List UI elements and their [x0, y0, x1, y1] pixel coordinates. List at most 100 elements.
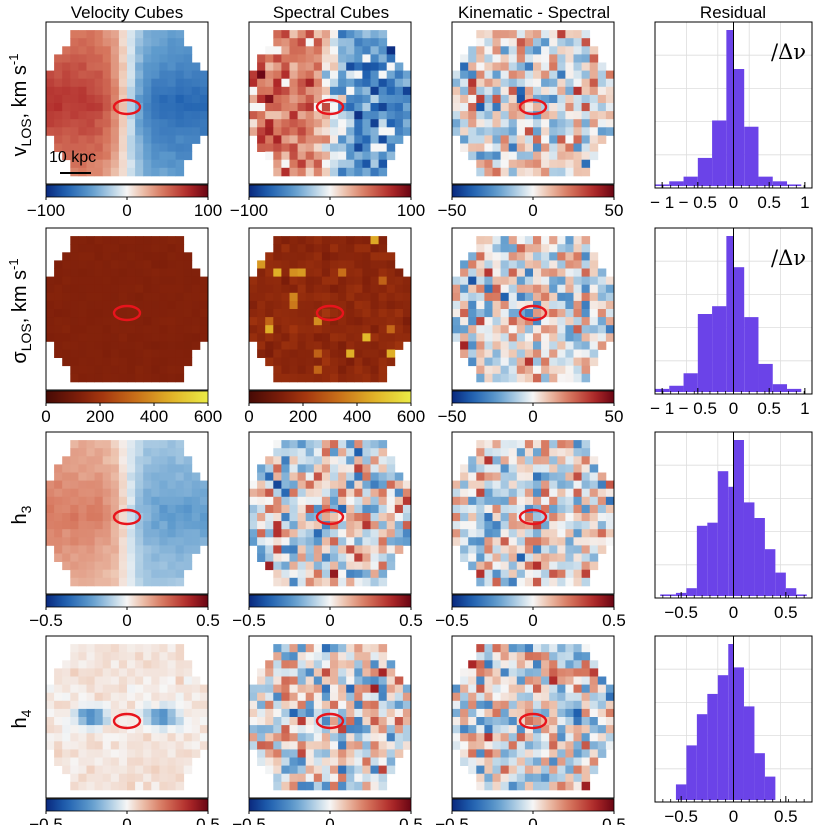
map-pixel — [191, 119, 201, 128]
map-pixel — [167, 545, 176, 554]
map-pixel — [143, 448, 152, 457]
map-pixel — [346, 569, 355, 579]
map-pixel — [468, 309, 477, 318]
map-pixel — [265, 765, 274, 775]
map-pixel — [533, 365, 542, 375]
map-pixel — [484, 268, 493, 277]
map-pixel — [313, 644, 323, 653]
map-pixel — [94, 717, 104, 726]
map-pixel — [549, 300, 558, 310]
map-pixel — [54, 692, 63, 702]
map-pixel — [199, 70, 209, 80]
map-pixel — [557, 252, 566, 261]
map-pixel — [573, 676, 582, 685]
map-pixel — [508, 151, 518, 161]
map-pixel — [151, 103, 160, 112]
map-pixel — [86, 488, 95, 498]
map-pixel — [143, 456, 152, 465]
map-pixel — [175, 341, 185, 350]
map-pixel — [605, 733, 615, 742]
map-pixel — [581, 660, 591, 669]
map-pixel — [541, 456, 550, 465]
map-pixel — [378, 127, 388, 136]
map-pixel — [70, 781, 79, 791]
map-pixel — [330, 569, 339, 579]
map-pixel — [78, 456, 87, 465]
map-pixel — [549, 700, 558, 710]
map-pixel — [70, 741, 79, 750]
map-pixel — [135, 317, 144, 326]
map-pixel — [362, 644, 371, 653]
map-pixel — [573, 236, 582, 245]
map-pixel — [289, 54, 298, 63]
map-pixel — [573, 513, 582, 522]
map-pixel — [476, 292, 485, 302]
map-pixel — [452, 504, 461, 514]
map-pixel — [476, 733, 485, 742]
map-pixel — [191, 300, 201, 310]
map-pixel — [370, 668, 379, 677]
map-pixel — [143, 333, 152, 342]
map-pixel — [500, 668, 510, 677]
map-pixel — [492, 708, 501, 718]
map-pixel — [62, 488, 71, 498]
map-pixel — [257, 700, 266, 710]
map-pixel — [183, 341, 193, 350]
map-pixel — [265, 717, 274, 726]
map-pixel — [524, 135, 534, 144]
map-pixel — [508, 78, 518, 88]
map-pixel — [199, 529, 209, 538]
map-pixel — [484, 676, 493, 685]
histogram-tick-label: 1 — [800, 193, 809, 212]
map-pixel — [524, 717, 534, 726]
map-pixel — [573, 537, 582, 546]
colorbar-tick-label: 50 — [605, 407, 624, 426]
map-pixel — [378, 94, 388, 104]
map-pixel — [476, 553, 485, 562]
map-pixel — [118, 749, 128, 758]
map-pixel — [476, 773, 485, 783]
map-pixel — [305, 496, 315, 506]
map-pixel — [508, 464, 518, 473]
map-pixel — [346, 373, 355, 383]
map-pixel — [346, 733, 355, 742]
map-pixel — [386, 309, 396, 318]
map-pixel — [78, 260, 87, 269]
map-pixel — [354, 773, 363, 783]
map-pixel — [541, 725, 550, 734]
map-pixel — [533, 741, 542, 750]
map-pixel — [273, 135, 282, 144]
map-pixel — [402, 513, 412, 522]
map-pixel — [321, 725, 331, 734]
map-pixel — [394, 472, 404, 481]
map-pixel — [370, 119, 379, 128]
map-pixel — [102, 292, 112, 302]
map-pixel — [281, 103, 290, 112]
map-pixel — [533, 30, 542, 39]
map-pixel — [549, 448, 558, 457]
map-pixel — [191, 741, 201, 750]
map-pixel — [468, 276, 477, 286]
map-pixel — [102, 733, 112, 742]
map-pixel — [305, 349, 315, 358]
map-pixel — [581, 260, 591, 269]
map-pixel — [183, 733, 193, 742]
map-pixel — [78, 440, 87, 449]
map-pixel — [62, 708, 71, 718]
map-pixel — [127, 333, 136, 342]
map-pixel — [273, 373, 282, 383]
map-pixel — [524, 488, 534, 498]
map-pixel — [476, 757, 485, 766]
map-pixel — [508, 480, 518, 490]
map-pixel — [516, 749, 526, 758]
map-pixel — [605, 684, 615, 694]
map-pixel — [297, 496, 307, 506]
map-pixel — [452, 480, 461, 490]
map-pixel — [94, 252, 104, 261]
map-pixel — [557, 349, 566, 358]
map-pixel — [305, 773, 315, 783]
map-pixel — [313, 440, 323, 449]
map-pixel — [394, 317, 404, 326]
map-pixel — [135, 135, 144, 144]
map-pixel — [565, 341, 574, 350]
